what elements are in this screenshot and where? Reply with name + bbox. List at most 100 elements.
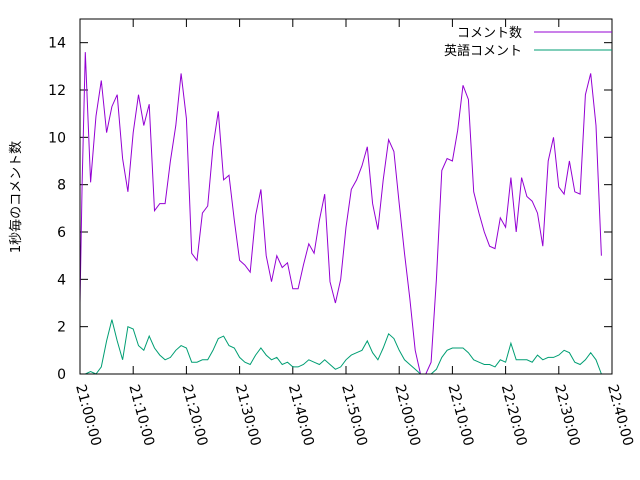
data-point-series-1 [154,210,155,211]
data-point-series-2 [266,355,267,356]
data-point-series-1 [298,288,299,289]
data-point-series-2 [117,340,118,341]
data-point-series-1 [133,132,134,133]
data-point-series-2 [314,362,315,363]
data-point-series-1 [590,73,591,74]
data-point-series-1 [585,94,586,95]
data-point-series-2 [484,364,485,365]
data-point-series-1 [165,203,166,204]
data-point-series-2 [585,359,586,360]
y-tick-label: 0 [57,367,66,383]
data-point-series-2 [553,357,554,358]
data-point-series-1 [303,265,304,266]
data-point-series-1 [399,203,400,204]
data-point-series-1 [526,196,527,197]
data-point-series-2 [90,371,91,372]
data-point-series-1 [213,146,214,147]
data-point-series-2 [596,359,597,360]
data-point-series-2 [330,364,331,365]
data-point-series-1 [101,80,102,81]
data-point-series-1 [542,246,543,247]
data-point-series-2 [191,362,192,363]
data-point-series-1 [287,262,288,263]
data-point-series-2 [463,348,464,349]
data-point-series-2 [351,355,352,356]
data-point-series-1 [404,253,405,254]
data-point-series-2 [106,340,107,341]
data-point-series-1 [117,94,118,95]
data-point-series-2 [548,357,549,358]
data-point-series-1 [111,106,112,107]
data-point-series-2 [127,326,128,327]
data-point-series-2 [526,359,527,360]
data-point-series-2 [143,350,144,351]
data-point-series-2 [335,369,336,370]
data-point-series-1 [447,158,448,159]
data-point-series-2 [186,348,187,349]
data-point-series-1 [372,203,373,204]
data-point-series-1 [415,350,416,351]
data-point-series-2 [415,369,416,370]
series-lines [79,52,602,375]
data-point-series-2 [271,359,272,360]
data-point-series-2 [165,359,166,360]
data-point-series-1 [186,118,187,119]
data-point-series-1 [457,130,458,131]
data-point-series-1 [276,255,277,256]
data-point-series-2 [207,359,208,360]
y-tick-label: 12 [48,83,66,99]
data-point-series-1 [553,137,554,138]
data-point-series-2 [580,364,581,365]
data-point-series-1 [388,139,389,140]
data-point-series-1 [191,253,192,254]
data-point-series-2 [356,352,357,353]
data-point-series-2 [298,366,299,367]
data-point-series-2 [239,357,240,358]
data-point-series-2 [111,319,112,320]
data-point-series-2 [388,333,389,334]
data-point-series-2 [255,355,256,356]
data-point-series-1 [218,111,219,112]
data-point-series-1 [521,177,522,178]
data-point-series-2 [181,345,182,346]
data-point-series-2 [229,345,230,346]
data-point-series-1 [548,161,549,162]
data-point-series-2 [197,362,198,363]
data-point-series-1 [436,279,437,280]
data-point-series-1 [574,191,575,192]
data-point-series-2 [154,348,155,349]
data-point-series-2 [516,359,517,360]
series-line-2 [80,319,602,375]
data-point-series-1 [229,175,230,176]
data-point-series-1 [207,206,208,207]
data-point-series-1 [601,255,602,256]
data-point-series-1 [250,272,251,273]
data-point-series-2 [319,364,320,365]
data-point-series-2 [159,355,160,356]
data-point-series-2 [569,352,570,353]
data-point-series-2 [441,357,442,358]
data-point-series-2 [489,364,490,365]
data-point-series-2 [101,366,102,367]
data-point-series-1 [181,73,182,74]
data-point-series-1 [159,203,160,204]
data-point-series-1 [175,125,176,126]
legend-label: 英語コメント [444,43,522,59]
data-point-series-2 [244,362,245,363]
data-point-series-2 [542,359,543,360]
data-point-series-2 [510,343,511,344]
data-point-series-1 [308,243,309,244]
data-point-series-2 [452,348,453,349]
data-point-series-2 [170,357,171,358]
data-point-series-1 [383,179,384,180]
data-point-series-2 [393,338,394,339]
data-point-series-1 [473,191,474,192]
data-point-series-2 [260,348,261,349]
data-point-series-2 [362,350,363,351]
data-point-series-1 [90,182,91,183]
data-point-series-2 [558,355,559,356]
data-point-series-2 [367,340,368,341]
data-point-series-1 [197,260,198,261]
